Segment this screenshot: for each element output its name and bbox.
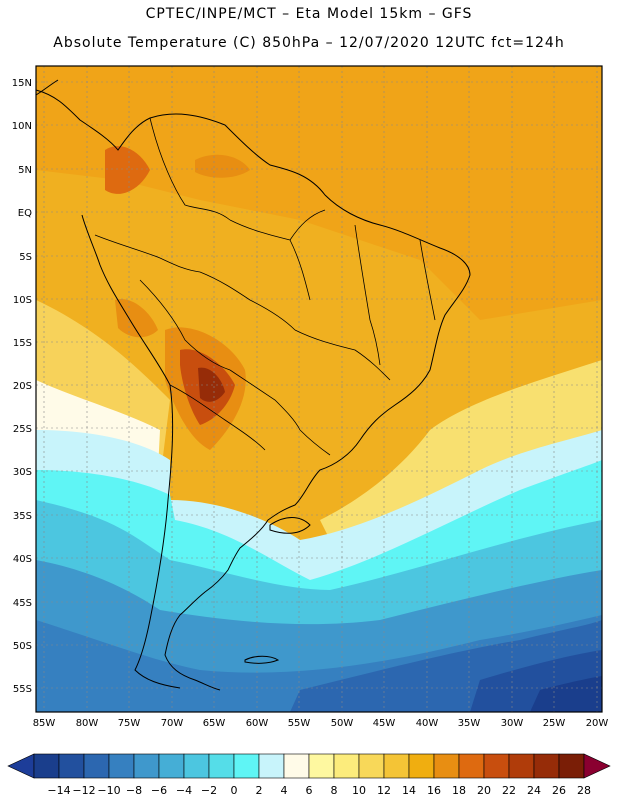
- lat-label: 35S: [13, 511, 32, 522]
- lon-label: 45W: [373, 718, 396, 729]
- colorbar-label: 22: [502, 784, 516, 797]
- lat-label: 20S: [13, 381, 32, 392]
- colorbar-swatch: [283, 753, 310, 779]
- colorbar-label: −6: [151, 784, 167, 797]
- chart-title-line-2: Absolute Temperature (C) 850hPa – 12/07/…: [53, 35, 565, 51]
- lon-label: 40W: [416, 718, 439, 729]
- colorbar-swatch: [333, 753, 360, 779]
- lat-label: 10N: [12, 121, 32, 132]
- lat-label: 10S: [13, 295, 32, 306]
- colorbar-swatch: [258, 753, 285, 779]
- lon-label: 85W: [33, 718, 56, 729]
- colorbar-label: 26: [552, 784, 566, 797]
- colorbar-swatch: [33, 753, 60, 779]
- coastlines: [35, 79, 471, 691]
- colorbar-label: 12: [377, 784, 391, 797]
- lon-label: 30W: [501, 718, 524, 729]
- map-grid: [36, 66, 602, 712]
- chart-title-line-1: CPTEC/INPE/MCT – Eta Model 15km – GFS: [145, 6, 473, 22]
- colorbar-swatch: [508, 753, 535, 779]
- colorbar-swatch: [133, 753, 160, 779]
- colorbar-swatch: [458, 753, 485, 779]
- lon-label: 50W: [331, 718, 354, 729]
- lat-label: 25S: [13, 424, 32, 435]
- colorbar-label: −8: [126, 784, 142, 797]
- lat-label: 15S: [13, 338, 32, 349]
- colorbar-swatch: [483, 753, 510, 779]
- lat-label: 55S: [13, 684, 32, 695]
- colorbar-label: 8: [331, 784, 338, 797]
- lon-label: 65W: [203, 718, 226, 729]
- colorbar-label: 20: [477, 784, 491, 797]
- colorbar-label: −4: [176, 784, 192, 797]
- colorbar-swatch: [408, 753, 435, 779]
- colorbar-swatch: [558, 753, 585, 779]
- colorbar-label: 0: [231, 784, 238, 797]
- colorbar-swatch: [308, 753, 335, 779]
- lat-label: 40S: [13, 554, 32, 565]
- lat-label: 45S: [13, 598, 32, 609]
- longitude-axis: 85W 80W 75W 70W 65W 60W 55W 50W 45W 40W …: [33, 718, 609, 729]
- colorbar-swatch: [108, 753, 135, 779]
- colorbar-label: 28: [577, 784, 591, 797]
- lon-label: 60W: [246, 718, 269, 729]
- lon-label: 55W: [288, 718, 311, 729]
- colorbar-label: 24: [527, 784, 541, 797]
- lat-label: 50S: [13, 641, 32, 652]
- colorbar-swatch: [433, 753, 460, 779]
- colorbar-label: −10: [97, 784, 120, 797]
- colorbar-left-arrow: [7, 753, 35, 779]
- colorbar-label: 10: [352, 784, 366, 797]
- colorbar-swatch: [533, 753, 560, 779]
- colorbar-swatch: [233, 753, 260, 779]
- colorbar-label: −2: [201, 784, 217, 797]
- colorbar-label: −14: [47, 784, 70, 797]
- lat-label: EQ: [18, 208, 32, 219]
- lat-label: 30S: [13, 467, 32, 478]
- colorbar-label: 6: [306, 784, 313, 797]
- lon-label: 70W: [161, 718, 184, 729]
- lat-label: 5S: [19, 252, 32, 263]
- colorbar-swatch: [83, 753, 110, 779]
- colorbar-label: 18: [452, 784, 466, 797]
- colorbar: −14 −12 −10 −8 −6 −4 −2 0 2 4 6 8 10 12 14 16 18 20 22 24 26…: [7, 753, 611, 797]
- lat-label: 5N: [18, 165, 32, 176]
- colorbar-swatch: [383, 753, 410, 779]
- plot-frame: [35, 65, 603, 713]
- colorbar-right-arrow: [583, 753, 611, 779]
- colorbar-label: 16: [427, 784, 441, 797]
- lon-label: 25W: [543, 718, 566, 729]
- colorbar-swatch: [158, 753, 185, 779]
- lon-label: 75W: [118, 718, 141, 729]
- colorbar-label: 4: [281, 784, 288, 797]
- lon-label: 20W: [586, 718, 609, 729]
- colorbar-label: 14: [402, 784, 416, 797]
- colorbar-label: 2: [256, 784, 263, 797]
- colorbar-swatch: [208, 753, 235, 779]
- lat-label: 15N: [12, 78, 32, 89]
- colorbar-swatch: [58, 753, 85, 779]
- colorbar-swatch: [183, 753, 210, 779]
- country-borders: [94, 117, 436, 456]
- latitude-axis: 15N 10N 5N EQ 5S 10S 15S 20S 25S 30S 35S…: [12, 78, 32, 695]
- temperature-field: [36, 66, 602, 712]
- lon-label: 80W: [76, 718, 99, 729]
- lon-label: 35W: [458, 718, 481, 729]
- colorbar-swatch: [358, 753, 385, 779]
- colorbar-label: −12: [72, 784, 95, 797]
